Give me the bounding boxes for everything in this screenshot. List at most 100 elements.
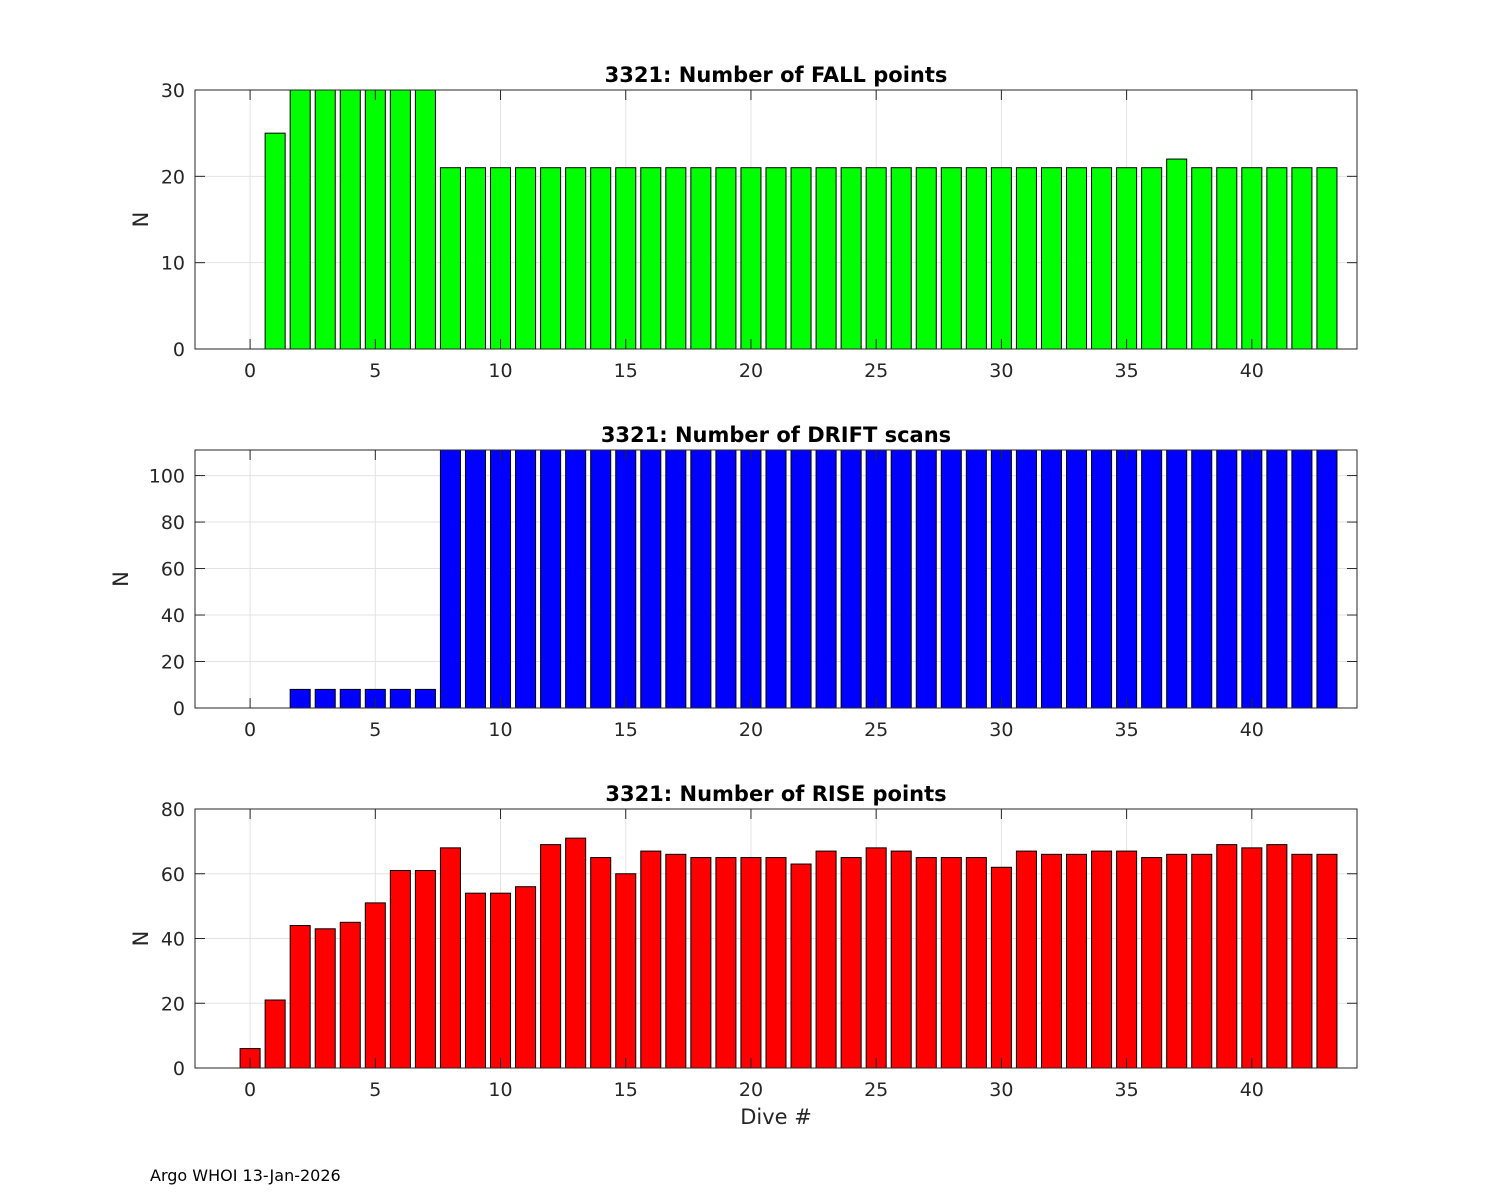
bar: [1091, 167, 1113, 350]
bar: [1241, 847, 1263, 1069]
y-tick-label: 0: [173, 1058, 185, 1080]
bar: [289, 688, 311, 709]
bar: [565, 449, 587, 709]
bar: [615, 167, 637, 350]
bar: [915, 449, 937, 709]
chart-title: 3321: Number of DRIFT scans: [601, 423, 951, 447]
drift-scans-chart: 0 5 10 15 20 25 30 35 40 0 20 40 60 80 100 3321: Number…: [109, 423, 1358, 741]
x-tick-label: 25: [864, 360, 888, 382]
bar: [1316, 167, 1338, 350]
bar: [890, 167, 912, 350]
x-tick-label: 40: [1240, 360, 1264, 382]
bar: [515, 449, 537, 709]
y-tick-label: 80: [161, 512, 185, 534]
bar: [1291, 167, 1313, 350]
bar: [1191, 449, 1213, 709]
bar: [339, 921, 361, 1069]
bar: [439, 847, 461, 1069]
chart-title: 3321: Number of RISE points: [605, 782, 946, 806]
x-tick-label: 15: [614, 1079, 638, 1101]
x-tick-label: 10: [488, 360, 512, 382]
y-tick-label: 60: [161, 559, 185, 581]
bar: [1116, 850, 1138, 1069]
bar: [940, 449, 962, 709]
bar: [865, 167, 887, 350]
x-tick-label: 20: [739, 360, 763, 382]
x-tick-label: 40: [1240, 1079, 1264, 1101]
bar: [965, 449, 987, 709]
bar: [840, 449, 862, 709]
bar: [1015, 850, 1037, 1069]
bar: [1216, 844, 1238, 1069]
x-tick-label: 30: [989, 360, 1013, 382]
bar: [1040, 853, 1062, 1069]
bar: [665, 167, 687, 350]
y-tick-label: 100: [149, 466, 185, 488]
bar: [1166, 853, 1188, 1069]
bar: [289, 925, 311, 1069]
x-tick-label: 10: [488, 719, 512, 741]
bar: [464, 449, 486, 709]
bar: [1216, 449, 1238, 709]
x-tick-label: 20: [739, 719, 763, 741]
bar: [640, 449, 662, 709]
rise-points-chart: 0 5 10 15 20 25 30 35 40 0 20 40 60 80 3321: Number of…: [129, 782, 1358, 1129]
bar: [1141, 167, 1163, 350]
bar: [590, 167, 612, 350]
bar: [890, 850, 912, 1069]
bar: [615, 449, 637, 709]
bar: [815, 449, 837, 709]
bar: [1216, 167, 1238, 350]
y-axis-label: N: [129, 931, 153, 947]
bar: [590, 857, 612, 1069]
bar: [1316, 853, 1338, 1069]
bar: [965, 857, 987, 1069]
bar: [565, 837, 587, 1069]
bar: [1241, 449, 1263, 709]
bar: [665, 449, 687, 709]
bar: [339, 688, 361, 709]
bar: [640, 850, 662, 1069]
bar: [740, 857, 762, 1069]
y-tick-label: 10: [161, 253, 185, 275]
bar: [1091, 449, 1113, 709]
bar: [389, 688, 411, 709]
bar: [540, 449, 562, 709]
bar: [690, 167, 712, 350]
bar: [615, 873, 637, 1069]
bar: [765, 857, 787, 1069]
bar: [389, 89, 411, 350]
x-tick-label: 0: [244, 1079, 256, 1101]
bar: [1291, 449, 1313, 709]
y-tick-label: 30: [161, 80, 185, 102]
bar: [314, 688, 336, 709]
bar: [790, 863, 812, 1069]
bar: [1141, 857, 1163, 1069]
bar: [840, 857, 862, 1069]
bar: [515, 886, 537, 1069]
y-tick-label: 0: [173, 698, 185, 720]
bar: [915, 857, 937, 1069]
bar: [364, 89, 386, 350]
x-tick-label: 35: [1115, 719, 1139, 741]
bar: [314, 928, 336, 1069]
x-axis-label: Dive #: [740, 1105, 812, 1129]
bar: [940, 857, 962, 1069]
bar: [715, 857, 737, 1069]
x-tick-label: 0: [244, 719, 256, 741]
bar: [740, 449, 762, 709]
x-tick-label: 0: [244, 360, 256, 382]
bar: [665, 853, 687, 1069]
bar: [1241, 167, 1263, 350]
y-tick-label: 0: [173, 339, 185, 361]
x-tick-label: 5: [369, 360, 381, 382]
x-tick-label: 20: [739, 1079, 763, 1101]
axes-box: [194, 449, 1358, 709]
bar: [414, 688, 436, 709]
y-tick-label: 80: [161, 799, 185, 821]
chart-title: 3321: Number of FALL points: [605, 63, 948, 87]
bar: [915, 167, 937, 350]
x-tick-label: 25: [864, 1079, 888, 1101]
bar: [715, 449, 737, 709]
